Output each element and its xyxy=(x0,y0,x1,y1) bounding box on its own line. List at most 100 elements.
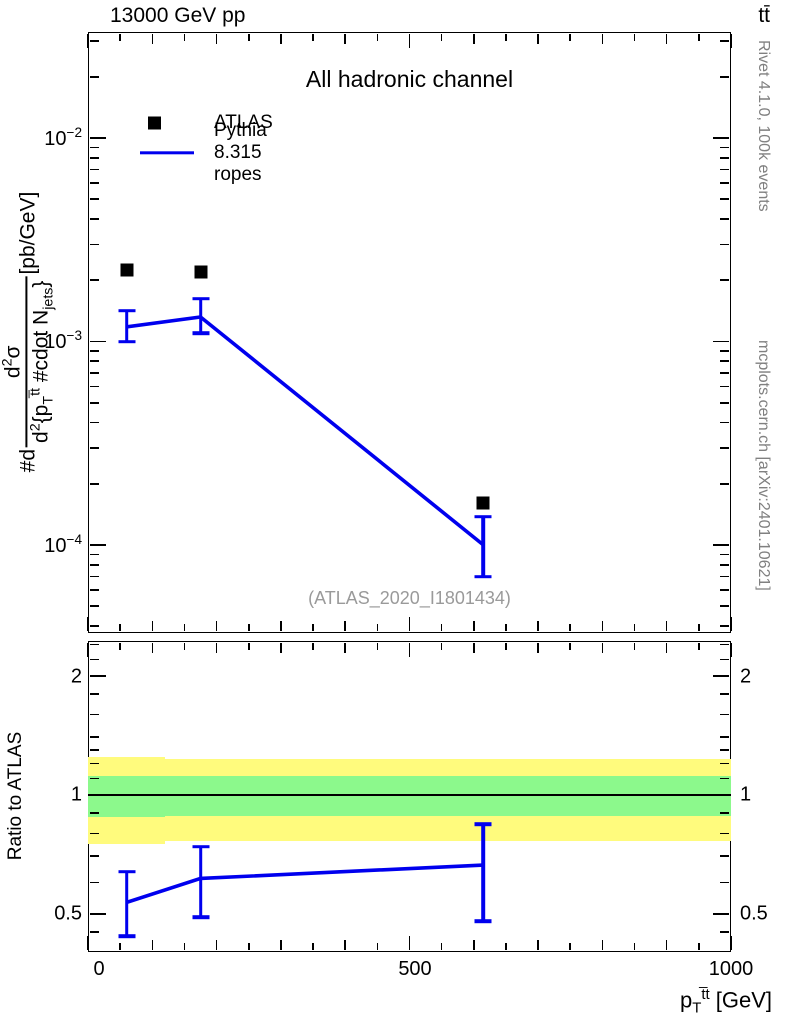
y-tick xyxy=(89,447,99,449)
ratio-x-tick xyxy=(569,943,572,951)
ratio-error-cap-bottom xyxy=(118,934,136,938)
y-tick xyxy=(89,421,99,424)
y-tick-right xyxy=(720,482,730,485)
x-tick xyxy=(376,624,379,632)
ratio-x-tick-top xyxy=(569,642,572,650)
y-tick xyxy=(89,340,106,343)
ratio-y-tick-minor xyxy=(89,736,99,739)
ratio-y-tick-minor-right xyxy=(720,762,730,765)
mc-error-cap-bottom xyxy=(118,339,136,344)
ratio-x-tick xyxy=(505,943,507,951)
ratio-y-tick-minor xyxy=(89,881,99,884)
y-tick xyxy=(89,218,99,220)
y-tick xyxy=(89,146,99,149)
y-tick xyxy=(89,563,99,566)
y-tick-right xyxy=(720,625,730,627)
y-tick-right xyxy=(720,553,730,556)
x-tick-top xyxy=(344,33,346,44)
main-y-tick-labels: 10−2 10−3 10−4 xyxy=(0,0,82,1024)
ratio-x-tick-top xyxy=(376,642,379,650)
x-tick-top xyxy=(247,33,250,41)
ratio-x-tick-top xyxy=(665,642,668,653)
x-tick xyxy=(119,624,121,632)
y-tick-right xyxy=(720,360,730,362)
ratio-y-tick-minor-right xyxy=(720,736,730,739)
y-tick-right xyxy=(720,146,730,149)
ratio-band-inner xyxy=(165,776,236,816)
ratio-x-tick xyxy=(280,940,282,951)
x-tick xyxy=(730,617,732,632)
ratio-x-tick xyxy=(408,936,411,951)
x-tick-1000: 1000 xyxy=(708,958,754,980)
x-tick-top xyxy=(698,33,700,41)
x-tick-top xyxy=(408,33,411,48)
ratio-x-tick-top xyxy=(183,642,186,650)
y-tick xyxy=(89,605,99,608)
beam-energy-label: 13000 GeV pp xyxy=(110,4,246,27)
y-tick-right xyxy=(720,372,730,374)
y-tick xyxy=(89,589,99,591)
ratio-y-tick-minor-right xyxy=(720,713,730,716)
y-tick-right xyxy=(713,137,730,139)
ratio-x-tick xyxy=(215,940,218,951)
y-tick-right xyxy=(720,40,730,42)
y-tick xyxy=(89,182,99,184)
legend-label-pythia: Pythia 8.315 ropes xyxy=(214,120,267,185)
ratio-y-tick-labels: 2 1 0.5 xyxy=(0,0,82,1024)
atlas-data-point xyxy=(120,263,134,277)
plot-title: All hadronic channel xyxy=(305,66,514,92)
x-tick xyxy=(215,621,218,632)
y-tick-right xyxy=(720,218,730,220)
mc-error-cap-top xyxy=(474,514,492,519)
ratio-y-tick-minor-right xyxy=(720,855,730,858)
x-tick xyxy=(312,624,314,632)
y-tick-right xyxy=(720,421,730,424)
ratio-x-tick xyxy=(473,940,475,951)
legend-label-atlas: ATLAS xyxy=(214,112,273,133)
ratio-y-tick-2-right: 2 xyxy=(740,665,752,688)
ratio-y-tick xyxy=(89,794,106,796)
ratio-y-tick-minor xyxy=(89,693,99,695)
x-tick-top xyxy=(183,33,186,41)
ratio-x-tick-top xyxy=(280,642,282,653)
ratio-y-tick-minor-right xyxy=(720,832,730,835)
x-tick xyxy=(440,624,443,632)
ratio-x-tick xyxy=(440,943,443,951)
ratio-y-tick-right xyxy=(713,794,730,796)
ratio-x-tick xyxy=(312,943,314,951)
x-tick-top xyxy=(376,33,379,41)
ratio-y-tick xyxy=(89,913,106,915)
ratio-x-tick-top xyxy=(698,642,700,650)
y-tick xyxy=(89,372,99,374)
x-tick-top xyxy=(730,33,732,48)
y-tick-right xyxy=(720,575,730,578)
y-tick xyxy=(89,168,99,171)
y-tick-right xyxy=(720,385,730,388)
ratio-band-inner xyxy=(235,776,731,816)
ratio-x-tick-top xyxy=(87,642,89,657)
mc-error-bar xyxy=(198,298,203,334)
ratio-x-tick xyxy=(730,936,732,951)
y-tick-right xyxy=(720,243,730,246)
ratio-x-tick xyxy=(537,940,539,951)
ratio-x-tick-top xyxy=(730,642,732,657)
x-tick xyxy=(601,621,604,632)
x-tick-top xyxy=(665,33,668,44)
analysis-watermark: (ATLAS_2020_I1801434) xyxy=(308,588,511,608)
ratio-y-tick-minor-right xyxy=(720,777,730,780)
y-tick-right xyxy=(720,75,730,78)
y-tick-right xyxy=(720,156,730,159)
ratio-y-tick xyxy=(89,675,106,677)
ratio-x-tick xyxy=(601,940,604,951)
ratio-error-cap-top xyxy=(474,822,492,826)
ratio-error-cap-bottom xyxy=(474,919,492,923)
x-tick-top xyxy=(87,33,89,48)
ratio-y-tick-0p5: 0.5 xyxy=(54,902,82,925)
y-tick-1e-2: 10−2 xyxy=(44,125,82,150)
x-tick xyxy=(633,624,636,632)
y-tick-right xyxy=(720,198,730,201)
x-tick xyxy=(569,624,572,632)
ratio-y-tick-minor-right xyxy=(720,643,730,646)
ratio-error-cap-bottom xyxy=(192,915,210,920)
ratio-x-tick-top xyxy=(344,642,346,653)
